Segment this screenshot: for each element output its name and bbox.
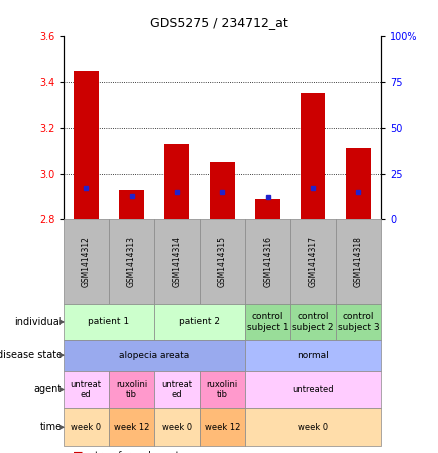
Bar — [245, 304, 290, 340]
Text: GSM1414315: GSM1414315 — [218, 236, 227, 287]
Text: GSM1414316: GSM1414316 — [263, 236, 272, 287]
Bar — [255, 199, 280, 219]
Text: GSM1414317: GSM1414317 — [308, 236, 318, 287]
Text: ruxolini
tib: ruxolini tib — [116, 380, 147, 399]
Bar — [336, 304, 381, 340]
Bar — [245, 371, 381, 409]
Bar — [245, 340, 381, 371]
Bar — [290, 219, 336, 304]
Bar — [64, 371, 109, 409]
Bar — [200, 371, 245, 409]
Bar — [245, 219, 290, 304]
Text: normal: normal — [297, 351, 329, 360]
Bar — [74, 71, 99, 219]
Text: time: time — [40, 422, 62, 432]
Text: week 0: week 0 — [71, 423, 101, 432]
Text: week 12: week 12 — [205, 423, 240, 432]
Text: agent: agent — [34, 385, 62, 395]
Bar — [245, 409, 381, 446]
Text: untreated: untreated — [292, 385, 334, 394]
Text: GSM1414312: GSM1414312 — [82, 236, 91, 287]
Bar — [109, 219, 154, 304]
Bar — [109, 371, 154, 409]
Text: week 0: week 0 — [162, 423, 192, 432]
Bar — [64, 304, 154, 340]
Text: ■: ■ — [73, 450, 84, 453]
Text: control
subject 1: control subject 1 — [247, 312, 289, 332]
Text: alopecia areata: alopecia areata — [119, 351, 189, 360]
Bar — [64, 409, 109, 446]
Text: control
subject 3: control subject 3 — [338, 312, 379, 332]
Bar — [154, 371, 200, 409]
Text: GSM1414313: GSM1414313 — [127, 236, 136, 287]
Bar — [300, 93, 325, 219]
Text: patient 2: patient 2 — [179, 318, 220, 327]
Bar — [336, 219, 381, 304]
Text: transformed count: transformed count — [95, 451, 180, 453]
Text: control
subject 2: control subject 2 — [292, 312, 334, 332]
Bar — [164, 144, 189, 219]
Bar — [64, 219, 109, 304]
Bar — [109, 409, 154, 446]
Bar — [210, 162, 235, 219]
Text: GDS5275 / 234712_at: GDS5275 / 234712_at — [150, 16, 288, 29]
Text: GSM1414318: GSM1414318 — [354, 236, 363, 287]
Text: GSM1414314: GSM1414314 — [173, 236, 181, 287]
Text: week 0: week 0 — [298, 423, 328, 432]
Bar — [154, 219, 200, 304]
Text: individual: individual — [14, 317, 62, 327]
Bar — [290, 304, 336, 340]
Text: patient 1: patient 1 — [88, 318, 130, 327]
Bar — [154, 409, 200, 446]
Bar — [200, 219, 245, 304]
Bar — [64, 340, 245, 371]
Text: untreat
ed: untreat ed — [162, 380, 192, 399]
Text: untreat
ed: untreat ed — [71, 380, 102, 399]
Text: disease state: disease state — [0, 350, 62, 360]
Bar — [346, 149, 371, 219]
Bar — [200, 409, 245, 446]
Bar — [119, 190, 144, 219]
Bar — [154, 304, 245, 340]
Text: week 12: week 12 — [114, 423, 149, 432]
Text: ruxolini
tib: ruxolini tib — [207, 380, 238, 399]
